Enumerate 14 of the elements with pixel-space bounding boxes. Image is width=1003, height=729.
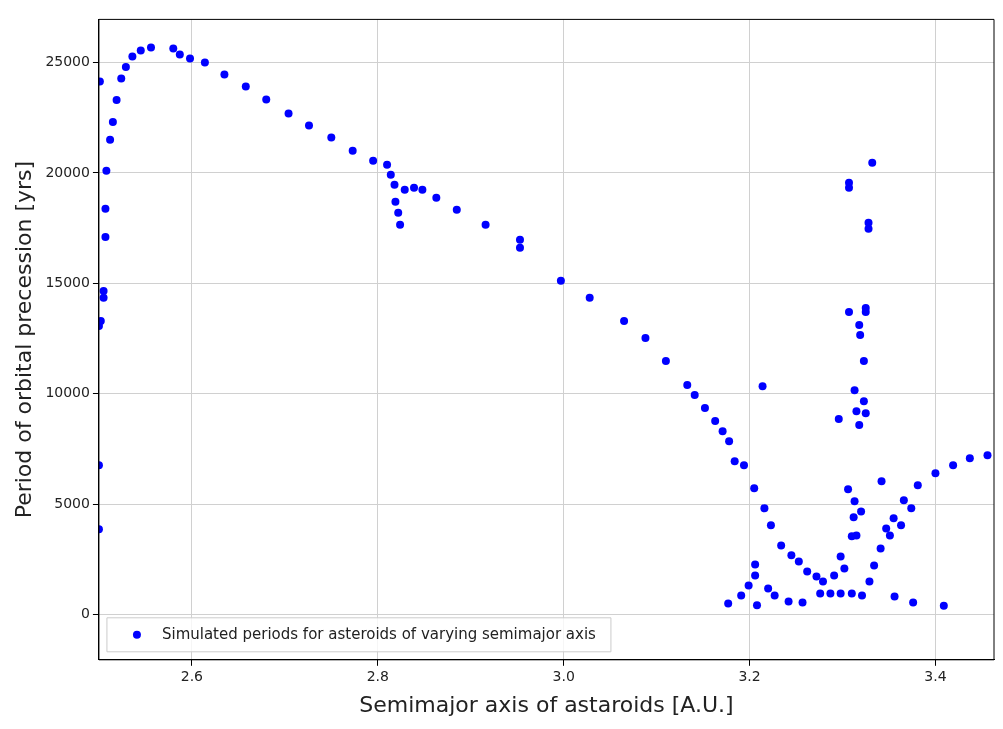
- y-tick-label: 5000: [54, 494, 90, 511]
- x-tick-label: 3.2: [738, 667, 761, 684]
- y-tick-label: 25000: [45, 53, 90, 70]
- y-tick-label: 15000: [45, 273, 90, 290]
- x-tick-label: 2.6: [180, 667, 204, 684]
- x-axis-title: Semimajor axis of astaroids [A.U.]: [359, 691, 734, 717]
- y-axis-title: Period of orbital precession [yrs]: [10, 160, 36, 519]
- x-tick-label: 3.4: [924, 667, 947, 684]
- x-tick-label: 3.0: [552, 667, 575, 684]
- y-tick-label: 20000: [45, 163, 90, 180]
- x-tick-label: 2.8: [366, 667, 389, 684]
- legend-label: Simulated periods for asteroids of varying semimajor axis: [161, 624, 597, 643]
- y-tick-label: 10000: [45, 384, 90, 401]
- y-tick-label: 0: [81, 605, 90, 622]
